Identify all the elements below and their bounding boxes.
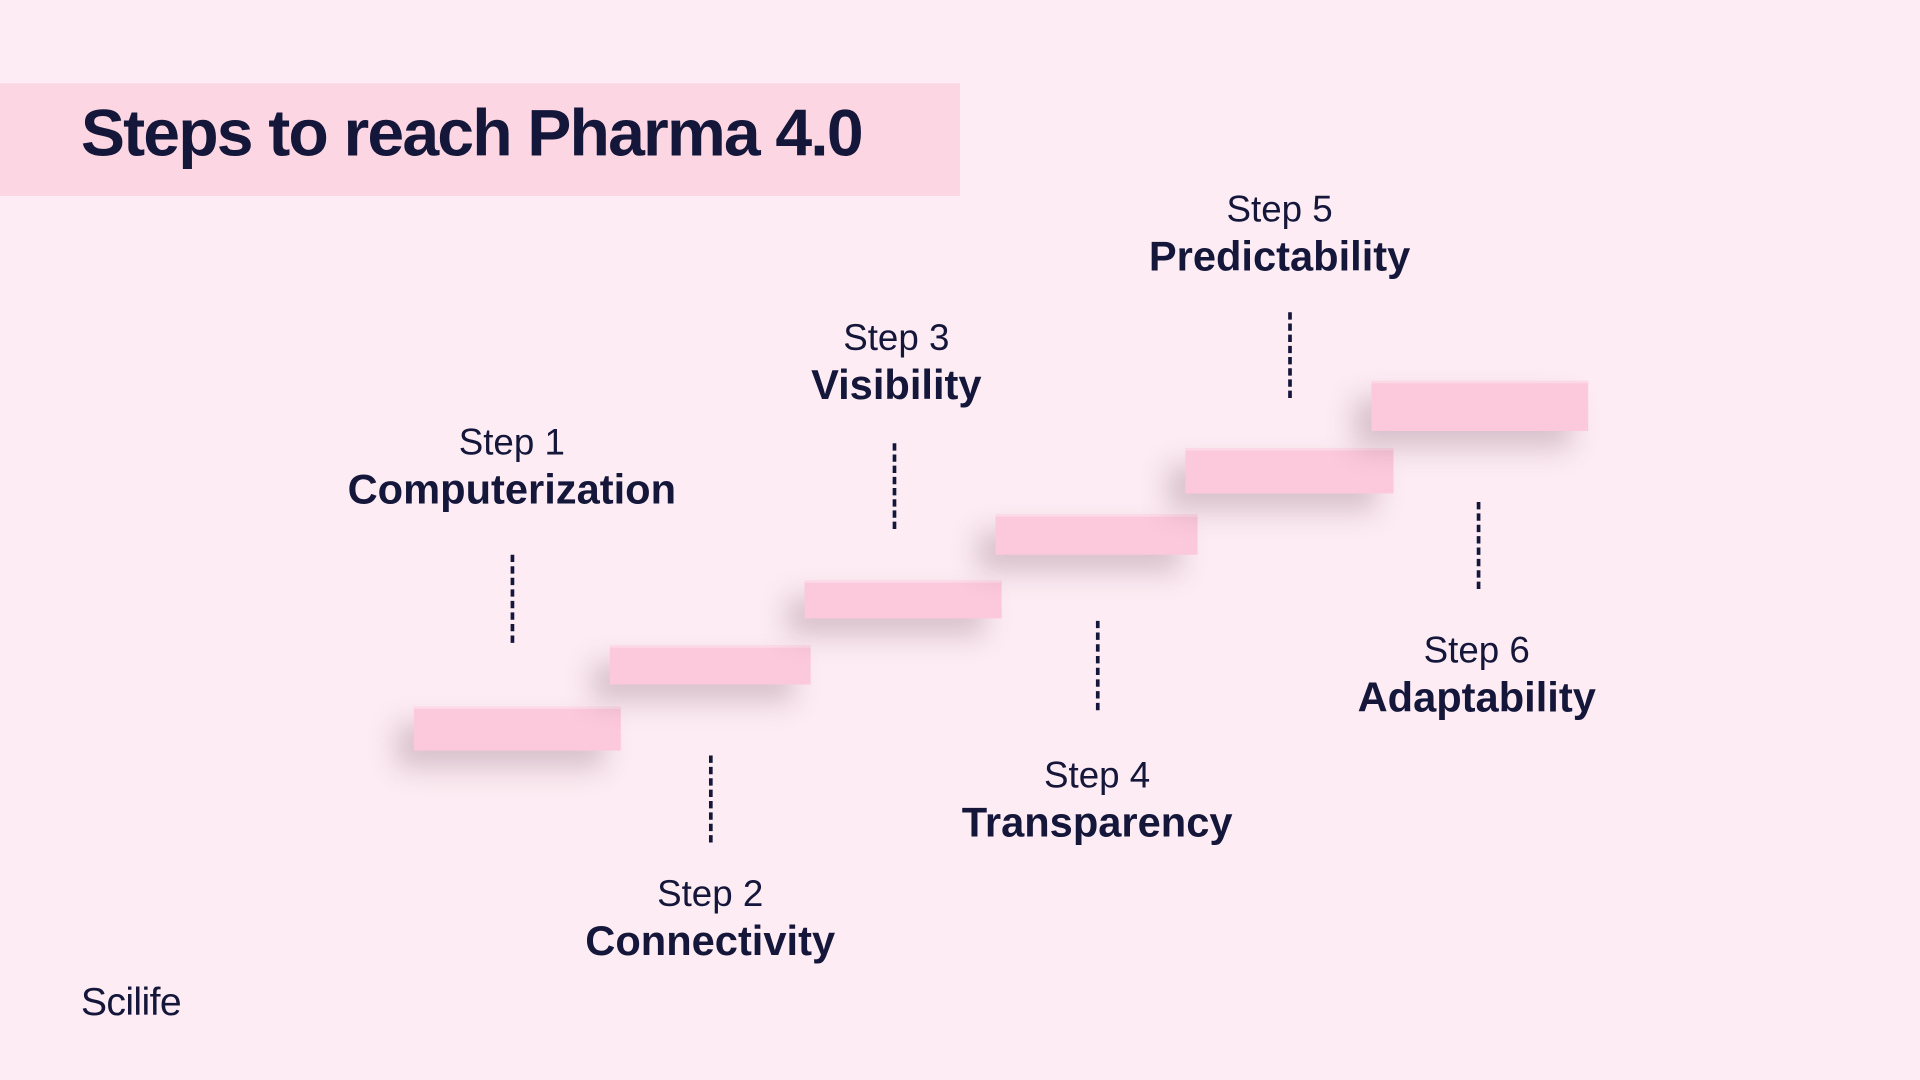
scilife-logo: Scilife: [80, 979, 182, 1024]
connector-line-6: [1476, 502, 1481, 589]
step-label-2: Step 2 Connectivity: [585, 873, 835, 966]
connector-line-5: [1288, 312, 1292, 398]
step-name: Computerization: [347, 466, 677, 514]
stair-step-3: [804, 580, 1002, 619]
step-number: Step 2: [657, 874, 764, 915]
step-label-1: Step 1 Computerization: [348, 421, 676, 514]
stair-step-2: [609, 645, 811, 685]
connector-line-2: [708, 755, 713, 843]
step-name: Transparency: [961, 799, 1233, 847]
stair-step-4: [995, 514, 1198, 555]
step-name: Predictability: [1148, 233, 1411, 281]
step-number: Step 3: [843, 318, 950, 359]
step-number: Step 5: [1226, 189, 1333, 231]
connector-line-4: [1095, 620, 1100, 711]
stair-step-5: [1185, 448, 1394, 494]
step-number: Step 6: [1423, 630, 1530, 672]
title-banner: [0, 83, 961, 196]
page-title: Steps to reach Pharma 4.0: [80, 96, 864, 171]
step-name: Connectivity: [585, 918, 836, 965]
connector-line-3: [892, 443, 897, 529]
stair-step-6: [1371, 380, 1589, 432]
step-name: Adaptability: [1357, 674, 1596, 722]
step-number: Step 1: [458, 422, 565, 463]
step-label-4: Step 4 Transparency: [962, 754, 1233, 847]
step-name: Visibility: [811, 362, 982, 409]
step-label-5: Step 5 Predictability: [1149, 189, 1410, 282]
step-label-3: Step 3 Visibility: [811, 317, 981, 410]
stair-step-1: [413, 706, 621, 751]
connector-line-1: [510, 554, 515, 643]
step-number: Step 4: [1044, 755, 1151, 796]
step-label-6: Step 6 Adaptability: [1358, 629, 1596, 722]
